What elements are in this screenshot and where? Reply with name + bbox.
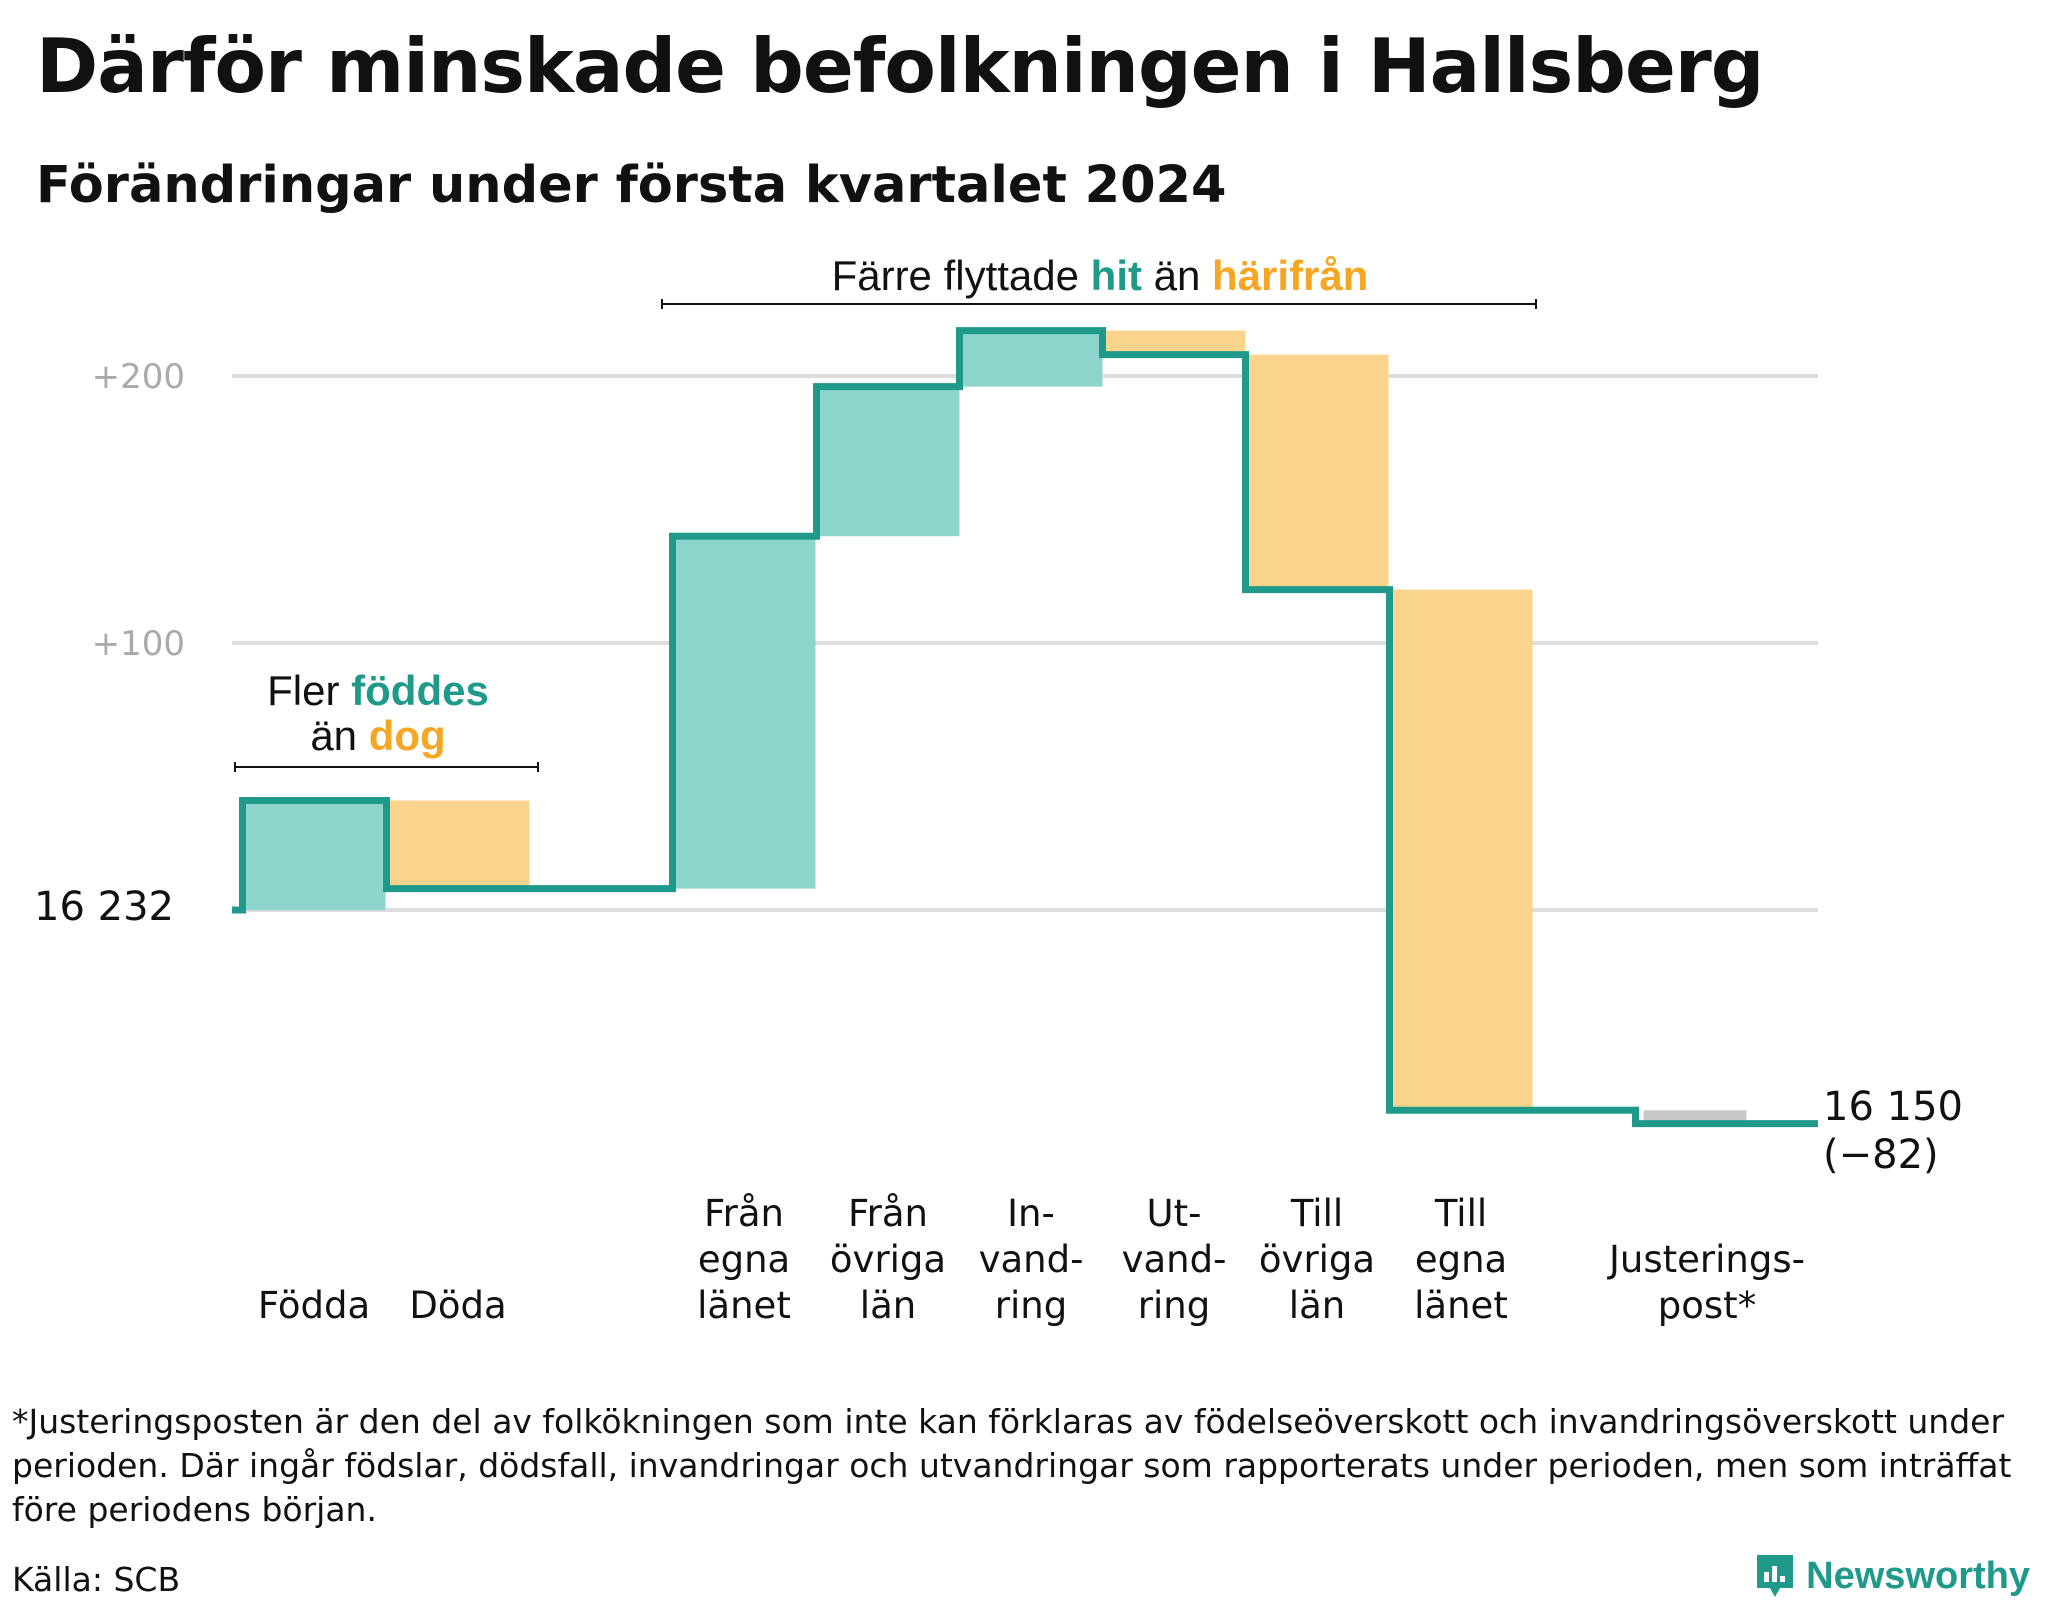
category-label: övriga	[830, 1238, 946, 1281]
bar-outflow	[386, 800, 530, 889]
annotation-births-line1: Fler föddes	[267, 667, 489, 714]
category-label: övriga	[1259, 1238, 1375, 1281]
category-label: Födda	[258, 1284, 370, 1327]
category-label: län	[860, 1284, 916, 1327]
bars	[242, 330, 1747, 1124]
y-tick-labels: +200 +100	[92, 357, 185, 664]
source-label: Källa: SCB	[12, 1560, 181, 1599]
category-label: egna	[1415, 1238, 1507, 1281]
category-label: Från	[848, 1192, 928, 1235]
category-label: vand-	[979, 1238, 1084, 1281]
annotation-births-deaths: Fler föddes än dog	[234, 667, 539, 772]
bar-outflow	[1389, 589, 1533, 1111]
annotation-migration-text: Färre flyttade hit än härifrån	[832, 252, 1369, 299]
category-label: Ut-	[1147, 1192, 1202, 1235]
category-label: länet	[1414, 1284, 1508, 1327]
end-change-label: (−82)	[1823, 1132, 1939, 1178]
bar-inflow	[816, 386, 960, 537]
category-label: ring	[1138, 1284, 1210, 1327]
baseline-label: 16 232	[34, 884, 174, 930]
bar-outflow	[1245, 354, 1389, 590]
category-label: Från	[704, 1192, 784, 1235]
end-value-label: 16 150	[1823, 1084, 1963, 1130]
footnote: *Justeringsposten är den del av folkökni…	[12, 1402, 2012, 1529]
waterfall-chart: +200+100 Födda DödaFrånegnalänetFrånövrig…	[34, 252, 1963, 1327]
annotation-migration-bracket	[661, 299, 1537, 309]
category-label: Döda	[409, 1284, 506, 1327]
category-label: vand-	[1122, 1238, 1227, 1281]
annotation-migration: Färre flyttade hit än härifrån	[661, 252, 1537, 309]
category-label: länet	[697, 1284, 791, 1327]
newsworthy-logo-icon	[1757, 1555, 1794, 1597]
category-labels: Födda DödaFrånegnalänetFrånövrigalänIn-va…	[258, 1192, 1805, 1327]
cumulative-step-line	[232, 327, 1818, 1128]
bar-inflow	[672, 536, 816, 889]
brand-name: Newsworthy	[1806, 1554, 2030, 1597]
category-label: Till	[1290, 1192, 1343, 1235]
y-tick-label: +100	[92, 624, 185, 664]
category-label: post*	[1658, 1284, 1756, 1327]
annotation-births-bracket	[234, 762, 539, 772]
category-label: län	[1289, 1284, 1345, 1327]
brand: Newsworthy	[1754, 1552, 2030, 1600]
category-label: In-	[1007, 1192, 1055, 1235]
category-label: Till	[1434, 1192, 1487, 1235]
page-subtitle: Förändringar under första kvartalet 2024	[36, 156, 1227, 215]
y-tick-label: +200	[92, 357, 185, 397]
bar-inflow	[959, 330, 1103, 387]
annotation-births-line2: än dog	[310, 712, 445, 759]
category-label: egna	[698, 1238, 790, 1281]
category-label: Justerings-	[1607, 1238, 1805, 1281]
bar-inflow	[242, 800, 386, 910]
step-line-layer	[232, 327, 1818, 1128]
category-label: ring	[995, 1284, 1067, 1327]
page-title: Därför minskade befolkningen i Hallsberg	[36, 22, 1764, 110]
bar-outflow	[1102, 330, 1246, 355]
